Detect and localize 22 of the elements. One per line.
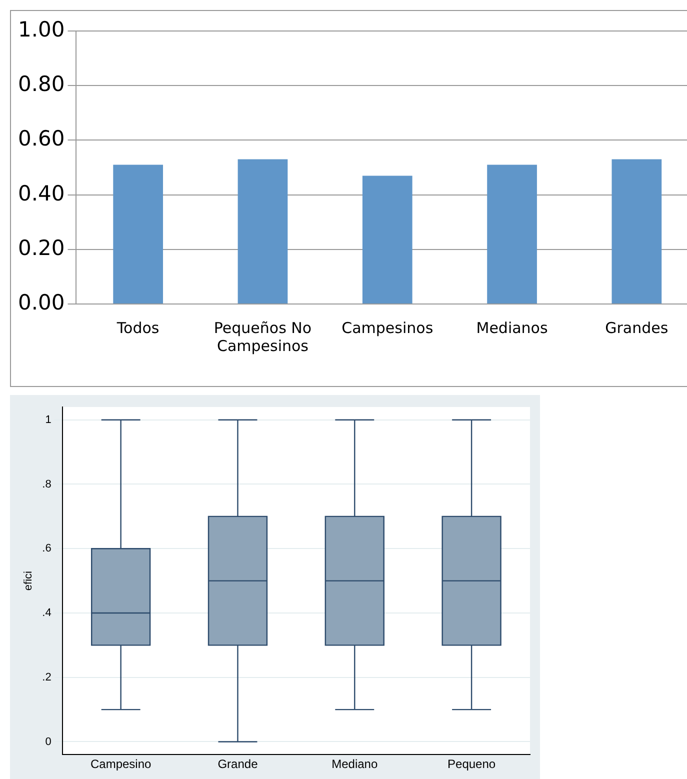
y-tick-label: 1.00 [18, 17, 65, 42]
x-tick-label: Grandes [605, 318, 668, 337]
x-tick-label: Campesinos [342, 318, 434, 337]
x-tick-label: Mediano [332, 757, 378, 772]
y-tick-label: 1 [45, 414, 52, 426]
x-tick-label: Todos [116, 318, 160, 337]
x-tick-label: Campesino [90, 757, 152, 772]
y-tick-label: .2 [42, 671, 52, 684]
y-tick-label: 0.60 [18, 126, 65, 151]
y-tick-label: .8 [42, 478, 52, 490]
y-tick-label: .4 [42, 607, 52, 620]
y-tick-label: .6 [42, 542, 52, 555]
y-tick-label: 0.20 [18, 236, 65, 260]
y-tick-label: 0.80 [18, 72, 65, 96]
x-tick-label: Medianos [476, 318, 548, 337]
x-tick-label: Pequeños No Campesinos [214, 318, 312, 355]
y-tick-label: 0 [45, 736, 52, 748]
x-tick-label: Pequeno [448, 757, 496, 772]
y-axis-title: efici [22, 571, 35, 591]
y-tick-label: 0.00 [18, 290, 65, 314]
y-tick-label: 0.40 [18, 181, 65, 206]
x-tick-label: Grande [218, 757, 258, 772]
